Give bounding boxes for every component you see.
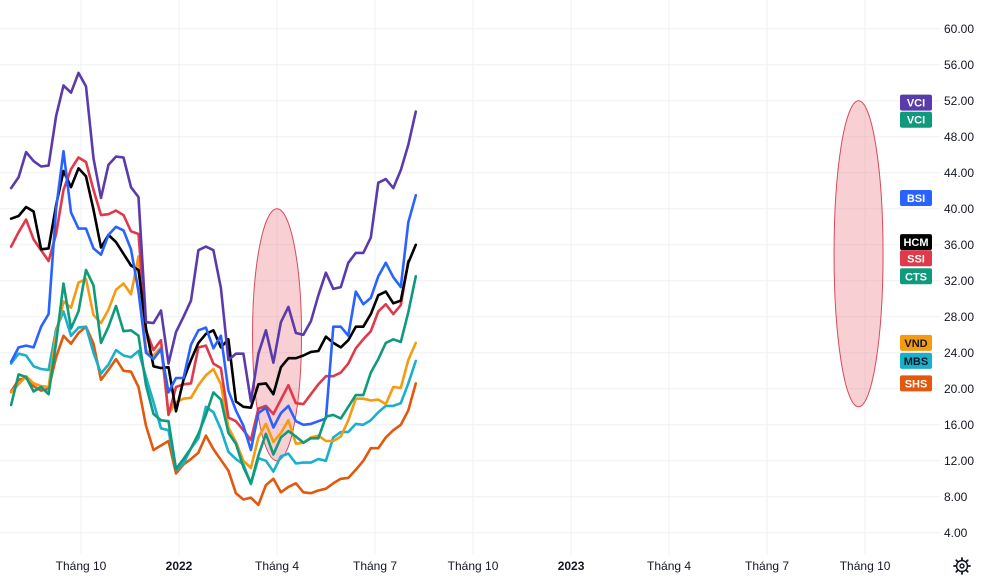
y-tick-label: 56.00 <box>944 58 974 72</box>
price-tag-box <box>900 111 932 128</box>
x-tick-label: Tháng 10 <box>56 559 107 573</box>
price-tag-mbs: MBS <box>900 352 932 369</box>
series-line-hcm[interactable] <box>9 167 418 413</box>
y-tick-label: 8.00 <box>944 490 968 504</box>
price-tag-label: VCI <box>907 98 925 110</box>
price-tag-label: SHS <box>905 378 928 390</box>
gear-icon[interactable] <box>953 557 971 575</box>
price-tag-label: MBS <box>904 356 928 368</box>
x-axis: Tháng 10 2022 Tháng 4 Tháng 7 Tháng 10 2023 Th… <box>56 559 891 573</box>
y-tick-label: 20.00 <box>944 382 974 396</box>
grid <box>0 0 940 555</box>
price-tag-label: BSI <box>907 193 925 205</box>
highlights <box>252 100 884 462</box>
series-lines <box>9 71 418 507</box>
price-tag-hcm: HCM <box>900 234 932 251</box>
price-tag-box <box>900 375 932 392</box>
y-tick-label: 12.00 <box>944 454 974 468</box>
y-tick-label: 44.00 <box>944 166 974 180</box>
y-tick-label: 52.00 <box>944 94 974 108</box>
price-tag-label: VND <box>904 338 927 350</box>
price-tag-box <box>900 268 932 285</box>
price-tag-box <box>900 234 932 251</box>
x-tick-label: Tháng 10 <box>448 559 499 573</box>
series-line-vnd[interactable] <box>9 255 418 470</box>
x-tick-label: Tháng 7 <box>745 559 789 573</box>
x-tick-label: Tháng 4 <box>647 559 691 573</box>
y-tick-label: 48.00 <box>944 130 974 144</box>
y-axis: 60.00 56.00 52.00 48.00 44.00 40.00 36.00 32.00… <box>944 22 974 540</box>
price-tag-vci: VCI <box>900 94 932 111</box>
series-line-ssi[interactable] <box>9 156 410 442</box>
price-tag-ssi: SSI <box>900 250 932 267</box>
price-tags: VCI VCI BSI HCM SSI CTS VND MBS SHS <box>900 94 932 392</box>
series-line-bsi[interactable] <box>9 149 418 452</box>
price-tag-label: CTS <box>905 271 927 283</box>
x-tick-label: Tháng 10 <box>840 559 891 573</box>
x-tick-label: Tháng 4 <box>255 559 299 573</box>
price-tag-vci: VCI <box>900 111 932 128</box>
price-tag-label: SSI <box>907 253 925 265</box>
series-line-vci[interactable] <box>9 71 418 403</box>
price-tag-shs: SHS <box>900 375 932 392</box>
y-tick-label: 4.00 <box>944 526 968 540</box>
y-tick-label: 16.00 <box>944 418 974 432</box>
y-tick-label: 32.00 <box>944 274 974 288</box>
price-tag-box <box>900 94 932 111</box>
x-tick-label: 2022 <box>166 559 193 573</box>
price-tag-vnd: VND <box>900 334 932 351</box>
price-tag-box <box>900 190 932 206</box>
highlight-sep-2023 <box>833 100 884 408</box>
price-tag-bsi: BSI <box>900 190 932 206</box>
price-tag-label: VCI <box>907 115 925 127</box>
y-tick-label: 40.00 <box>944 202 974 216</box>
y-tick-label: 28.00 <box>944 310 974 324</box>
series-line-mbs[interactable] <box>9 310 418 486</box>
x-tick-label: Tháng 7 <box>353 559 397 573</box>
y-tick-label: 60.00 <box>944 22 974 36</box>
price-tag-box <box>900 352 932 369</box>
price-tag-label: HCM <box>903 237 928 249</box>
y-tick-label: 24.00 <box>944 346 974 360</box>
series-line-vci[interactable] <box>9 268 418 485</box>
series-line-shs[interactable] <box>9 325 418 507</box>
x-tick-label: 2023 <box>558 559 585 573</box>
y-tick-label: 36.00 <box>944 238 974 252</box>
price-tag-box <box>900 334 932 351</box>
price-tag-cts: CTS <box>900 268 932 285</box>
price-tag-box <box>900 250 932 267</box>
